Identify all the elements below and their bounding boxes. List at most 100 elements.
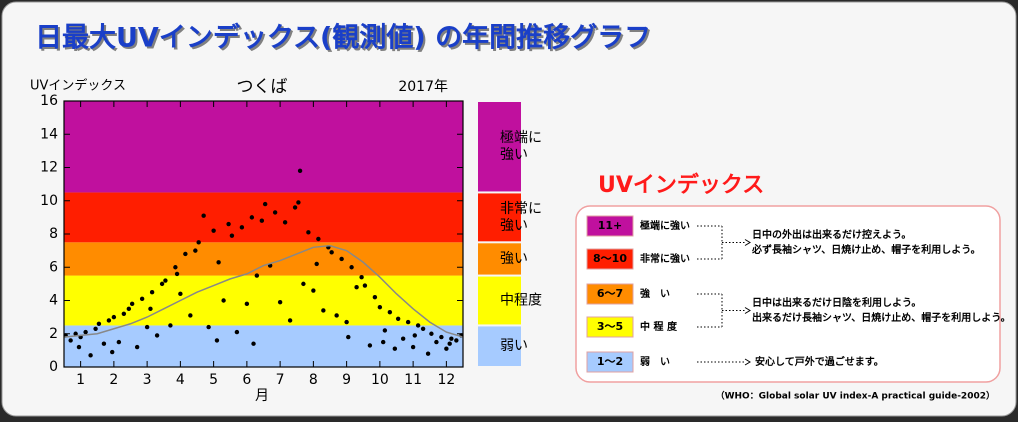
legend-band	[478, 276, 521, 325]
range-label: 8〜10	[593, 252, 627, 265]
y-tick-label: 6	[49, 259, 58, 275]
legend-band-label: 強い	[500, 251, 528, 267]
uv-point	[206, 324, 211, 330]
range-label: 1〜2	[597, 355, 623, 368]
uv-point	[168, 323, 173, 328]
uv-point	[311, 288, 316, 293]
y-tick-label: 2	[49, 326, 58, 342]
uv-point	[405, 319, 411, 325]
x-tick-label: 9	[342, 372, 351, 388]
x-tick-label: 11	[404, 372, 422, 388]
uv-point	[447, 341, 452, 346]
uv-point	[88, 353, 93, 358]
y-tick-label: 0	[49, 359, 58, 375]
uv-point	[381, 339, 386, 345]
page-title-shadow: 日最大UVインデックス(観測値) の年間推移グラフ	[37, 24, 653, 56]
uv-point	[96, 321, 102, 326]
uv-point	[159, 281, 165, 287]
arrow-head	[744, 358, 751, 366]
x-tick-label: 4	[176, 372, 185, 388]
uv-point	[454, 338, 459, 343]
uv-point	[439, 334, 444, 340]
level-label: 強 い	[640, 287, 670, 300]
legend-band-label: 極端に	[500, 130, 542, 146]
level-label: 中 程 度	[640, 320, 678, 333]
uv-point	[188, 313, 193, 318]
uv-point	[73, 331, 78, 336]
uv-point	[296, 200, 301, 205]
uv-point	[244, 301, 250, 307]
uv-point	[287, 318, 293, 323]
range-label: 6〜7	[597, 287, 623, 300]
arrow-head	[744, 239, 751, 246]
uv-point	[111, 314, 117, 320]
uv-band	[64, 101, 463, 193]
uv-point	[76, 344, 82, 350]
uv-point	[173, 265, 178, 270]
uv-point	[93, 326, 98, 331]
uv-point	[272, 210, 278, 215]
uv-point	[144, 324, 150, 330]
x-tick-label: 6	[242, 372, 251, 388]
uv-point	[174, 271, 180, 277]
uv-point	[106, 318, 112, 323]
uv-point	[306, 230, 311, 235]
y-tick-label: 14	[40, 126, 58, 142]
y-tick-label: 12	[40, 160, 58, 176]
range-box	[586, 248, 634, 270]
uv-point	[321, 308, 326, 313]
level-label: 非常に強い	[640, 252, 690, 265]
y-axis-label: UVインデックス	[30, 78, 126, 94]
uv-point	[183, 251, 188, 257]
x-tick-label: 5	[209, 372, 218, 388]
x-tick-label: 1	[76, 372, 85, 388]
uv-point	[249, 215, 255, 220]
panel-title: UVインデックス	[598, 172, 764, 198]
uv-point	[201, 213, 206, 218]
level-label: 極端に強い	[640, 219, 690, 232]
range-box	[586, 316, 634, 338]
uv-point	[154, 333, 160, 338]
uv-point	[339, 256, 344, 262]
uv-point	[354, 285, 359, 290]
uv-point	[392, 346, 398, 351]
panel-box	[575, 205, 1001, 383]
uv-point	[316, 236, 321, 242]
uv-point	[301, 281, 306, 287]
uv-point	[196, 240, 201, 245]
x-axis-label: 月	[255, 388, 269, 404]
uv-point	[110, 349, 115, 355]
uv-point	[387, 309, 393, 315]
uv-point	[359, 275, 364, 280]
uv-point	[121, 311, 127, 316]
legend-band-label: 非常に	[500, 201, 542, 217]
uv-point	[129, 301, 135, 307]
uv-point	[329, 250, 334, 255]
range-label: 3〜5	[597, 320, 623, 333]
uv-point	[193, 248, 198, 253]
uv-point	[68, 338, 73, 343]
uv-point	[415, 323, 421, 328]
uv-point	[149, 289, 155, 295]
y-tick-label: 4	[49, 293, 58, 309]
uv-point	[429, 331, 434, 336]
uv-point	[349, 265, 354, 270]
chart-title: つくば	[237, 77, 288, 97]
x-tick-label: 8	[309, 372, 318, 388]
uv-band	[64, 275, 463, 326]
legend-band	[478, 102, 521, 192]
uv-band	[64, 242, 463, 276]
range-box	[586, 215, 634, 237]
uv-point	[434, 339, 439, 345]
average-line	[63, 244, 464, 338]
uv-point	[410, 344, 416, 350]
legend-band-label: 中程度	[500, 293, 542, 309]
uv-point	[234, 329, 240, 335]
uv-point	[221, 298, 226, 303]
uv-point	[259, 218, 265, 223]
arrow-head	[744, 307, 751, 314]
uv-point	[344, 319, 349, 325]
uv-point	[262, 201, 268, 207]
uv-point	[362, 283, 368, 288]
level-label: 弱 い	[640, 356, 670, 368]
